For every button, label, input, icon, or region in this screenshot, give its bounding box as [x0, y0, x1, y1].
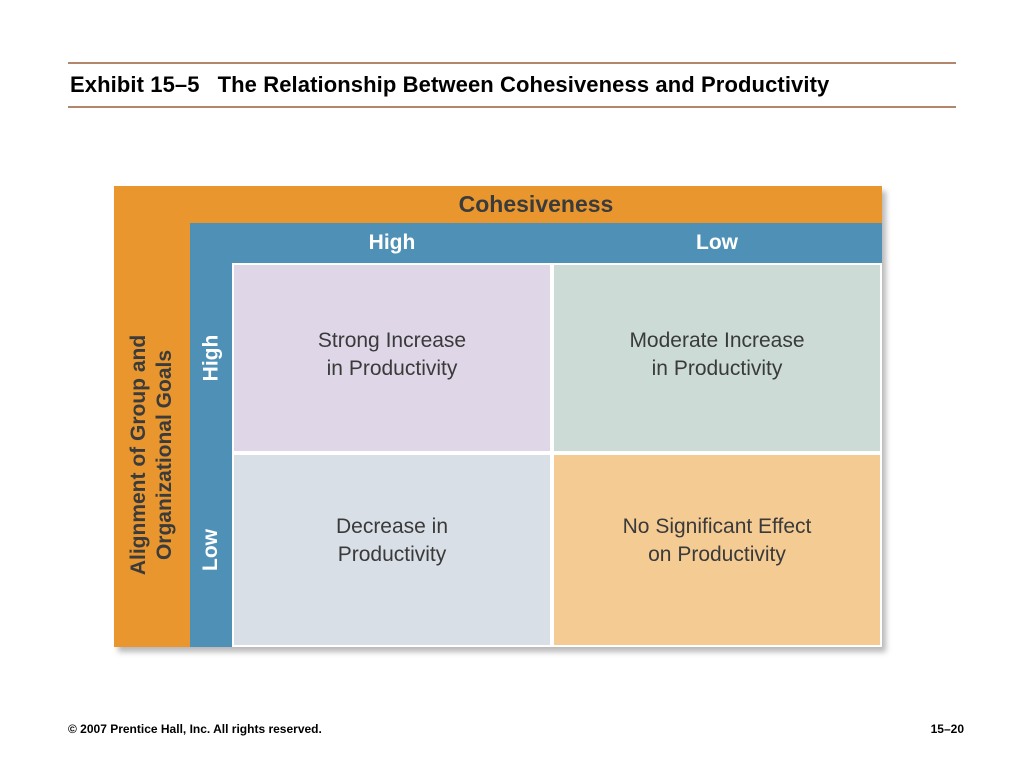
cell-text-line1: Strong Increase	[317, 329, 467, 352]
row-header-low-label: Low	[199, 529, 222, 571]
title-top-rule	[68, 62, 956, 64]
exhibit-number: Exhibit 15–5	[70, 72, 200, 97]
row-header-low: Low	[190, 453, 232, 647]
title-bottom-rule	[68, 106, 956, 108]
left-axis-label-line1: Alignment of Group and	[127, 334, 150, 576]
left-axis-label-line2: Organizational Goals	[153, 349, 176, 561]
column-header-low: Low	[696, 231, 738, 254]
top-axis-label: Cohesiveness	[458, 191, 614, 217]
cell-text-line2: in Productivity	[326, 357, 458, 380]
cell-text-line2: on Productivity	[648, 543, 786, 566]
cell-low-alignment-high-cohesiveness: Decrease in Productivity	[232, 453, 552, 647]
slide-title-block: Exhibit 15–5 The Relationship Between Coh…	[68, 62, 956, 108]
column-header-high: High	[368, 231, 416, 254]
left-axis-band	[114, 186, 190, 647]
cell-text-line2: Productivity	[337, 543, 447, 566]
slide-title: Exhibit 15–5 The Relationship Between Coh…	[70, 72, 829, 98]
cell-high-alignment-low-cohesiveness: Moderate Increase in Productivity	[552, 263, 882, 453]
column-header-band	[190, 223, 882, 263]
cell-text-line1: Moderate Increase	[629, 329, 805, 352]
slide-number: 15–20	[930, 722, 964, 736]
cell-text-line2: in Productivity	[651, 357, 783, 380]
copyright-notice: © 2007 Prentice Hall, Inc. All rights re…	[68, 722, 322, 736]
cohesiveness-productivity-matrix: Cohesiveness High Low High Low Alignment…	[114, 186, 882, 647]
cell-text-line1: Decrease in	[335, 515, 449, 538]
cell-high-alignment-high-cohesiveness: Strong Increase in Productivity	[232, 263, 552, 453]
exhibit-title: The Relationship Between Cohesiveness an…	[217, 72, 830, 97]
cell-text-line1: No Significant Effect	[622, 515, 812, 538]
row-header-high-label: High	[199, 334, 222, 382]
cell-low-alignment-low-cohesiveness: No Significant Effect on Productivity	[552, 453, 882, 647]
left-axis-label: Alignment of Group and Organizational Go…	[114, 263, 190, 647]
top-axis-band	[114, 186, 882, 223]
row-header-high: High	[190, 263, 232, 453]
row-header-band	[190, 223, 232, 647]
